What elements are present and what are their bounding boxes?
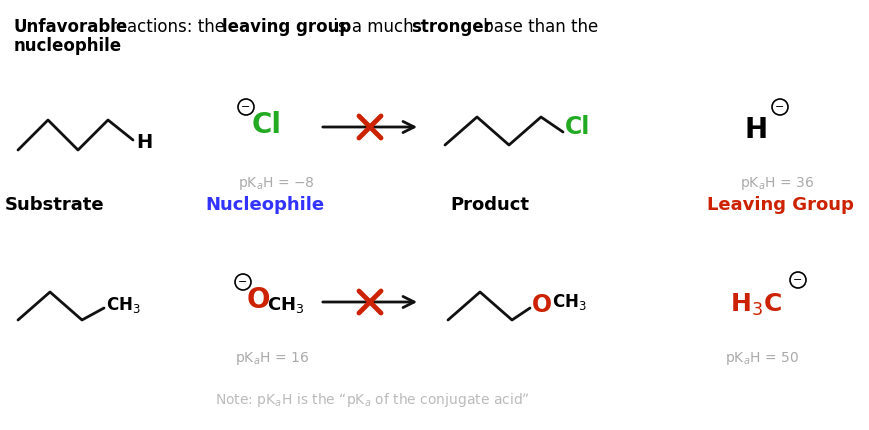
Text: −: − [241,102,250,112]
Text: Note: pK$_a$H is the “pK$_a$ of the conjugate acid”: Note: pK$_a$H is the “pK$_a$ of the conj… [215,391,529,409]
Text: pK$_a$H = 36: pK$_a$H = 36 [740,175,813,192]
Text: H: H [744,116,767,144]
Text: CH$_3$: CH$_3$ [551,292,586,312]
Text: −: − [774,102,784,112]
Text: O: O [247,286,270,314]
Text: Cl: Cl [564,115,590,139]
Text: pK$_a$H = −8: pK$_a$H = −8 [238,175,315,192]
Text: −: − [238,277,248,287]
Text: Cl: Cl [252,111,282,139]
Text: H$_3$C: H$_3$C [729,292,781,318]
Text: nucleophile: nucleophile [14,37,122,55]
Text: Nucleophile: Nucleophile [205,196,324,214]
Text: pK$_a$H = 50: pK$_a$H = 50 [724,350,798,367]
Text: O: O [531,293,552,317]
Text: H: H [136,133,152,153]
Text: pK$_a$H = 16: pK$_a$H = 16 [235,350,308,367]
Text: CH$_3$: CH$_3$ [267,295,304,315]
Text: Unfavorable: Unfavorable [14,18,128,36]
Text: Substrate: Substrate [5,196,104,214]
Text: is a much: is a much [328,18,418,36]
Text: reactions: the: reactions: the [105,18,230,36]
Text: Leaving Group: Leaving Group [706,196,852,214]
Text: stronger: stronger [410,18,491,36]
Text: CH$_3$: CH$_3$ [106,295,141,315]
Text: base than the: base than the [477,18,598,36]
Text: leaving group: leaving group [222,18,351,36]
Text: −: − [793,275,802,285]
Text: Product: Product [450,196,529,214]
